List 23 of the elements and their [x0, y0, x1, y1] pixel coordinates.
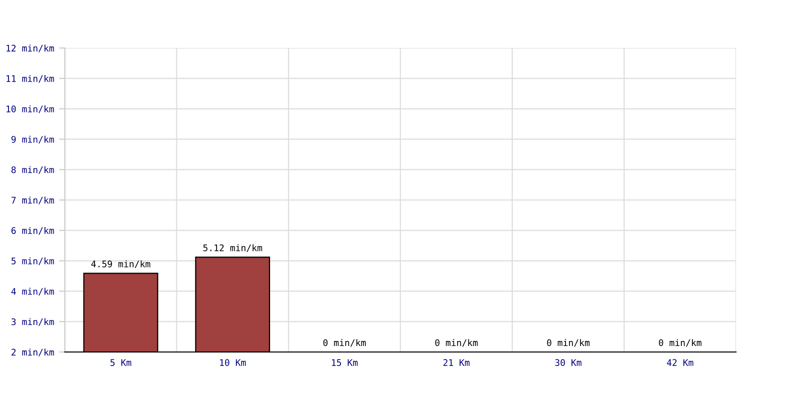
y-tick-label: 8 min/km: [11, 166, 54, 174]
text: 0 min/km: [547, 339, 590, 347]
x-tick-label: 10 Km: [220, 359, 246, 366]
x-tick-label: 15 Km: [332, 359, 358, 366]
text: 0 min/km: [658, 339, 702, 347]
x-tick-label: 42 Km: [666, 359, 694, 366]
y-tick-label: 2 min/km: [12, 348, 54, 356]
x-tick-label: 21 Km: [443, 359, 470, 366]
y-tick-label: 12 min/km: [6, 44, 54, 52]
x-tick-label: 30 Km: [555, 359, 582, 366]
y-tick-label: 5 min/km: [12, 257, 54, 266]
y-tick-label: 11 min/km: [6, 74, 54, 83]
data-label: 4.59 min/km: [91, 260, 150, 268]
y-tick-label: 7 min/km: [12, 196, 54, 204]
text: 0 min/km: [435, 339, 478, 347]
y-tick-label: 6 min/km: [11, 226, 54, 235]
y-tick-label: 3 min/km: [12, 318, 54, 326]
y-tick-label: 4 min/km: [11, 288, 54, 296]
data-label: 5.12 min/km: [203, 244, 262, 252]
x-tick-label: 5 Km: [110, 359, 132, 366]
y-tick-label: 10 min/km: [6, 105, 54, 114]
text: 0 min/km: [323, 339, 366, 347]
y-tick-label: 9 min/km: [11, 136, 54, 144]
